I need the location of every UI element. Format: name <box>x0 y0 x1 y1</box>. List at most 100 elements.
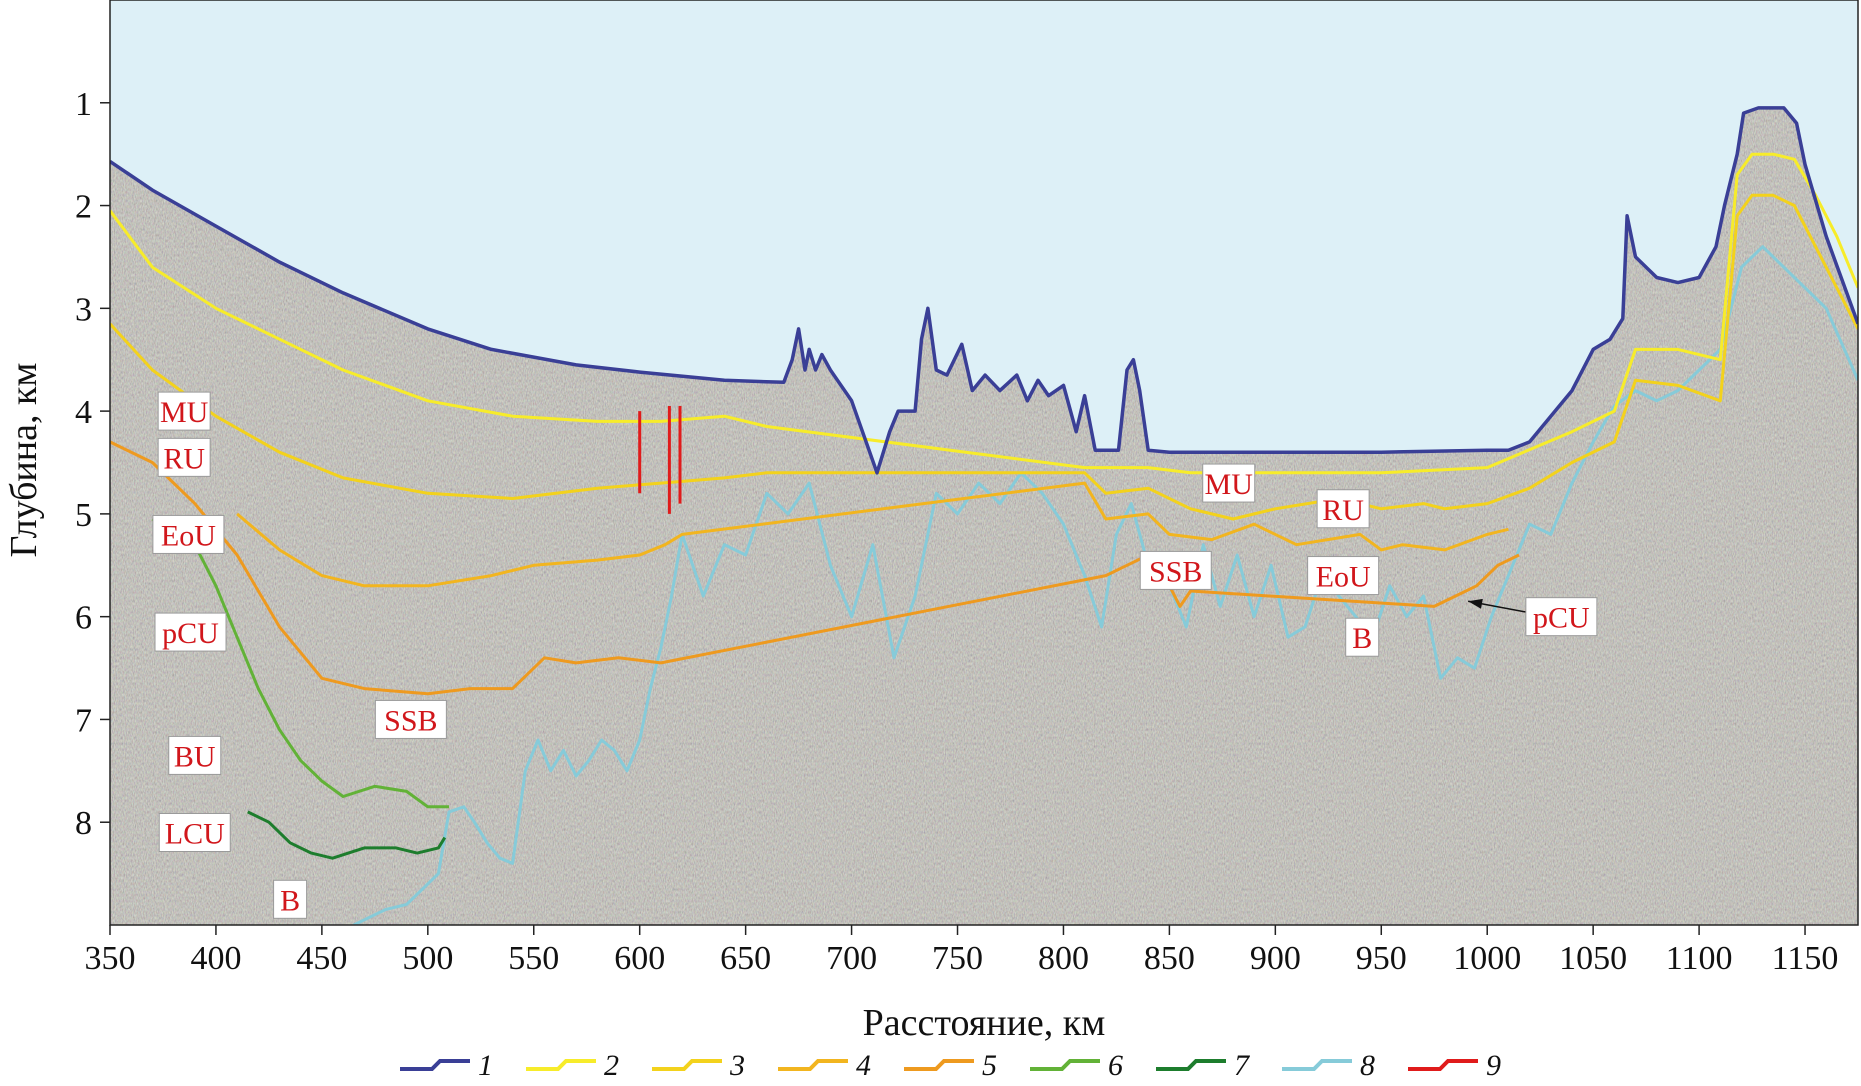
horizon-label-box <box>158 813 231 852</box>
y-tick-label-4: 4 <box>75 394 92 431</box>
legend-label-7: 7 <box>1234 1049 1251 1082</box>
horizon-label-text: EoU <box>161 519 216 552</box>
legend-label-3: 3 <box>729 1049 745 1082</box>
horizon-label-text: pCU <box>162 617 219 650</box>
y-axis-title: Глубина, км <box>3 363 45 558</box>
y-axis: 1 2 3 4 5 6 7 8 <box>75 86 110 842</box>
horizon-label-4: BU <box>168 735 222 775</box>
horizon-label-text: B <box>280 884 300 917</box>
legend-item-5: 5 <box>904 1049 997 1082</box>
horizon-label-1: RU <box>157 437 211 477</box>
horizon-label-box <box>273 879 308 919</box>
horizon-label-box <box>154 612 227 652</box>
horizon-label-8: MU <box>1202 463 1256 503</box>
horizon-label-box <box>1202 463 1256 503</box>
legend-item-7: 7 <box>1156 1049 1251 1082</box>
horizon-label-11: EoU <box>1307 556 1380 596</box>
horizon-label-text: MU <box>1205 468 1254 501</box>
legend-swatch-6 <box>1030 1059 1100 1071</box>
legend-label-6: 6 <box>1108 1049 1123 1082</box>
horizon-label-box <box>1316 489 1370 529</box>
y-tick-label-1: 1 <box>75 86 92 123</box>
horizon-label-text: MU <box>160 396 209 429</box>
legend-item-6: 6 <box>1030 1049 1123 1082</box>
horizon-label-9: RU <box>1316 489 1370 529</box>
legend-label-8: 8 <box>1360 1049 1375 1082</box>
y-tick-label-7: 7 <box>75 702 92 739</box>
x-axis: 350 400 450 500 550 600 650 700 750 800 850 900 950 1… <box>85 925 1839 977</box>
x-tick-label-600: 600 <box>614 940 665 977</box>
x-tick-label-800: 800 <box>1038 940 1089 977</box>
horizon-label-13: pCU <box>1525 597 1598 637</box>
horizon-label-box <box>374 699 447 739</box>
legend-item-2: 2 <box>526 1049 619 1082</box>
horizon-label-text: RU <box>163 442 205 475</box>
x-tick-label-750: 750 <box>932 940 983 977</box>
legend-swatch-1 <box>400 1059 470 1071</box>
x-tick-label-900: 900 <box>1250 940 1301 977</box>
x-tick-label-1100: 1100 <box>1666 940 1733 977</box>
x-tick-label-650: 650 <box>720 940 771 977</box>
x-tick-label-850: 850 <box>1144 940 1195 977</box>
horizon-line-h5-4 <box>110 440 1520 696</box>
horizon-label-text: B <box>1352 622 1372 655</box>
x-tick-label-700: 700 <box>826 940 877 977</box>
legend-swatch-8 <box>1282 1059 1352 1071</box>
horizon-label-12: B <box>1345 617 1380 657</box>
horizon-label-10: SSB <box>1139 550 1212 590</box>
water-column <box>110 0 1858 473</box>
horizon-label-box <box>152 514 225 554</box>
horizon-label-text: BU <box>174 740 216 773</box>
horizon-line-h4-3 <box>236 481 1509 588</box>
legend-label-5: 5 <box>982 1049 997 1082</box>
y-tick-label-6: 6 <box>75 600 92 637</box>
legend-label-4: 4 <box>856 1049 871 1082</box>
horizon-label-box <box>157 391 211 431</box>
horizon-line-h8-7 <box>353 245 1858 925</box>
legend: 1 2 3 4 5 6 7 8 9 <box>400 1049 1501 1082</box>
legend-swatch-4 <box>778 1059 848 1071</box>
pcu-arrow-head <box>1468 598 1483 609</box>
horizon-label-box <box>1525 597 1598 637</box>
horizon-label-text: EoU <box>1316 561 1371 594</box>
legend-item-4: 4 <box>778 1049 871 1082</box>
horizon-label-text: RU <box>1322 494 1364 527</box>
y-tick-label-2: 2 <box>75 189 92 226</box>
y-tick-label-5: 5 <box>75 497 92 534</box>
horizon-label-box <box>168 735 222 775</box>
x-tick-label-1150: 1150 <box>1772 940 1839 977</box>
x-tick-label-500: 500 <box>402 940 453 977</box>
horizon-label-6: B <box>273 879 308 919</box>
legend-swatch-2 <box>526 1059 596 1071</box>
x-tick-label-1050: 1050 <box>1559 940 1627 977</box>
legend-item-9: 9 <box>1408 1049 1501 1082</box>
horizon-label-text: SSB <box>384 704 437 737</box>
x-tick-label-1000: 1000 <box>1453 940 1521 977</box>
horizon-line-h7-6 <box>247 810 447 860</box>
legend-swatch-3 <box>652 1059 722 1071</box>
plot-frame <box>109 0 1859 926</box>
horizon-label-box <box>1139 550 1212 590</box>
x-tick-label-950: 950 <box>1356 940 1407 977</box>
legend-label-9: 9 <box>1486 1049 1501 1082</box>
horizon-label-2: EoU <box>152 514 225 554</box>
legend-swatch-5 <box>904 1059 974 1071</box>
horizon-label-box <box>1307 556 1380 596</box>
horizon-label-0: MU <box>157 391 211 431</box>
legend-item-8: 8 <box>1282 1049 1375 1082</box>
horizon-label-box <box>157 437 211 477</box>
x-axis-title: Расстояние, км <box>863 1002 1106 1044</box>
legend-swatch-9 <box>1408 1059 1478 1071</box>
horizon-line-h1-0 <box>110 106 1858 475</box>
x-tick-label-550: 550 <box>508 940 559 977</box>
legend-swatch-7 <box>1156 1059 1226 1071</box>
horizon-label-box <box>1345 617 1380 657</box>
y-tick-label-3: 3 <box>75 291 92 328</box>
horizon-label-7: SSB <box>374 699 447 739</box>
y-tick-label-8: 8 <box>75 805 92 842</box>
legend-label-2: 2 <box>604 1049 619 1082</box>
x-tick-label-400: 400 <box>190 940 241 977</box>
